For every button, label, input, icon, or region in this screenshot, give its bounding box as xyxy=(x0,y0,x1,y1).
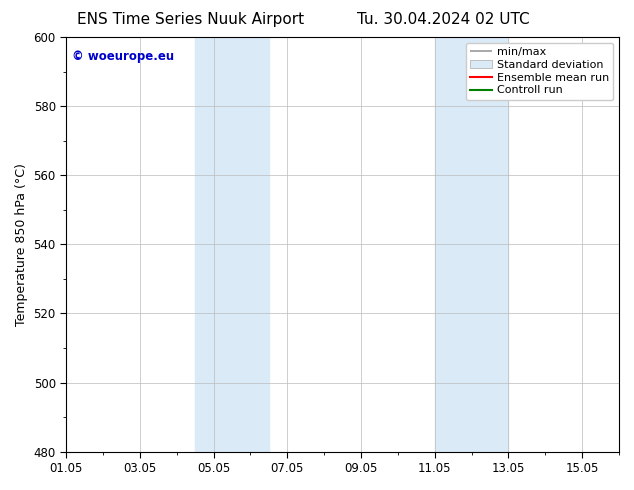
Title: ENS Time Series Nuuk Airport    Tu. 30.04.2024 02 UTC: ENS Time Series Nuuk Airport Tu. 30.04.2… xyxy=(0,489,1,490)
Legend: min/max, Standard deviation, Ensemble mean run, Controll run: min/max, Standard deviation, Ensemble me… xyxy=(465,43,614,100)
Bar xyxy=(195,37,269,452)
Text: Tu. 30.04.2024 02 UTC: Tu. 30.04.2024 02 UTC xyxy=(358,12,530,27)
Y-axis label: Temperature 850 hPa (°C): Temperature 850 hPa (°C) xyxy=(15,163,28,326)
Text: ENS Time Series Nuuk Airport: ENS Time Series Nuuk Airport xyxy=(77,12,304,27)
Bar xyxy=(435,37,508,452)
Text: © woeurope.eu: © woeurope.eu xyxy=(72,49,174,63)
